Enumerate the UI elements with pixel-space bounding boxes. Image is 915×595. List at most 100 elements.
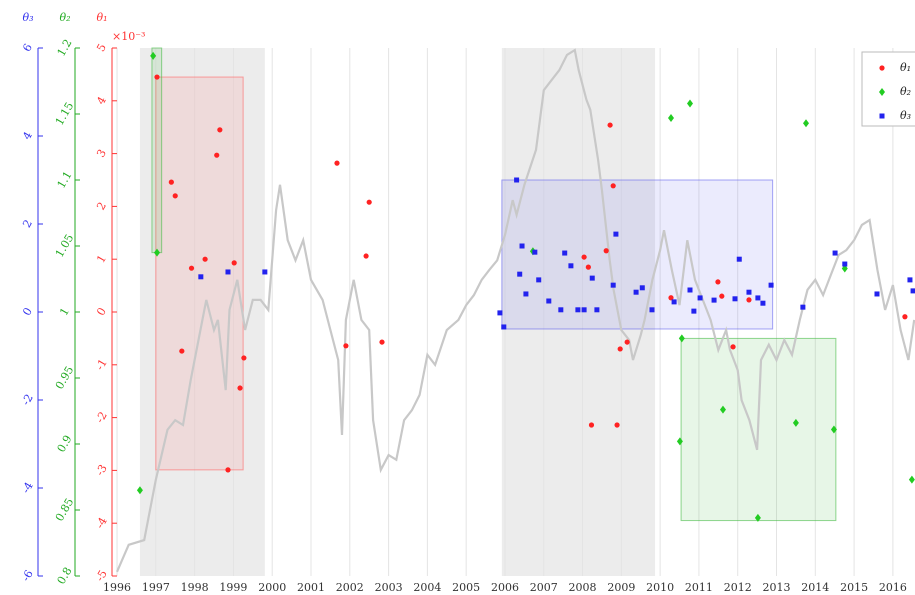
point bbox=[671, 299, 677, 305]
x-tick-label: 2005 bbox=[452, 581, 480, 594]
point bbox=[874, 291, 880, 297]
point bbox=[237, 385, 243, 391]
point bbox=[536, 277, 542, 283]
point bbox=[379, 339, 385, 345]
x-tick-label: 2016 bbox=[879, 581, 907, 594]
y-tick-label: 0.8 bbox=[55, 565, 75, 587]
point bbox=[842, 261, 848, 267]
y-tick-label: 0 bbox=[20, 305, 35, 318]
y-tick-label: 1.2 bbox=[55, 37, 75, 59]
point bbox=[517, 271, 523, 277]
point bbox=[198, 274, 204, 280]
point bbox=[760, 300, 766, 306]
point bbox=[363, 253, 369, 259]
point bbox=[792, 418, 799, 427]
y-tick-label: 1 bbox=[57, 305, 72, 318]
x-tick-label: 1996 bbox=[103, 581, 131, 594]
point bbox=[802, 119, 809, 128]
point bbox=[687, 287, 693, 293]
point bbox=[907, 277, 913, 283]
point bbox=[225, 269, 231, 275]
point bbox=[624, 339, 630, 345]
y-tick-label: -4 bbox=[93, 515, 110, 531]
x-tick-label: 1999 bbox=[219, 581, 247, 594]
point bbox=[202, 256, 208, 262]
point bbox=[711, 297, 717, 303]
point bbox=[581, 254, 587, 260]
point bbox=[343, 343, 349, 349]
point bbox=[610, 282, 616, 288]
y-tick-label: 0.85 bbox=[53, 496, 77, 524]
point bbox=[687, 99, 694, 108]
legend-label: θ₂ bbox=[900, 85, 911, 98]
legend-marker bbox=[879, 88, 885, 96]
point bbox=[678, 334, 685, 343]
point bbox=[902, 314, 908, 320]
point bbox=[334, 160, 340, 166]
point bbox=[172, 193, 178, 199]
point bbox=[697, 295, 703, 301]
legend-marker bbox=[879, 65, 885, 71]
point bbox=[667, 113, 674, 122]
point bbox=[575, 307, 581, 313]
point bbox=[532, 249, 538, 255]
background-line bbox=[115, 48, 915, 573]
point bbox=[639, 285, 645, 291]
x-tick-label: 2013 bbox=[763, 581, 791, 594]
y-tick-label: 5 bbox=[94, 41, 109, 54]
point bbox=[617, 346, 623, 352]
y-tick-label: 4 bbox=[94, 94, 109, 107]
point bbox=[732, 296, 738, 302]
point bbox=[719, 405, 726, 414]
legend-label: θ₁ bbox=[900, 61, 911, 74]
y-axis-title: θ₁ bbox=[96, 11, 107, 24]
point bbox=[614, 422, 620, 428]
point bbox=[589, 275, 595, 281]
x-tick-label: 2006 bbox=[491, 581, 519, 594]
x-tick-label: 2010 bbox=[646, 581, 674, 594]
y-axis-multiplier: ×10⁻³ bbox=[112, 30, 145, 43]
x-tick-label: 2014 bbox=[801, 581, 829, 594]
y-tick-label: -3 bbox=[93, 462, 110, 478]
point bbox=[768, 282, 774, 288]
point bbox=[581, 307, 587, 313]
point bbox=[754, 513, 761, 522]
y-tick-label: -2 bbox=[93, 409, 110, 425]
point bbox=[607, 122, 613, 128]
y-tick-label: 1.05 bbox=[53, 232, 77, 260]
point bbox=[523, 291, 529, 297]
x-tick-label: 2002 bbox=[336, 581, 364, 594]
point bbox=[217, 127, 223, 133]
y-tick-label: 1.15 bbox=[53, 100, 77, 128]
x-tick-label: 2012 bbox=[724, 581, 752, 594]
point bbox=[546, 298, 552, 304]
point bbox=[497, 310, 503, 316]
point bbox=[633, 289, 639, 295]
point bbox=[610, 183, 616, 189]
y-tick-label: 0 bbox=[94, 305, 109, 318]
legend-marker bbox=[879, 113, 885, 119]
point bbox=[730, 344, 736, 350]
y-axis-title: θ₃ bbox=[22, 11, 33, 24]
y-tick-label: 0.95 bbox=[53, 364, 77, 392]
point bbox=[910, 288, 915, 294]
point bbox=[676, 437, 683, 446]
legend-box bbox=[861, 51, 915, 127]
y-axis-title: θ₂ bbox=[59, 11, 70, 24]
y-tick-label: 2 bbox=[94, 200, 109, 213]
point bbox=[588, 422, 595, 428]
point bbox=[241, 355, 247, 361]
point bbox=[668, 295, 674, 301]
y-tick-label: 2 bbox=[20, 217, 35, 230]
x-tick-label: 2007 bbox=[530, 581, 558, 594]
x-tick-label: 1998 bbox=[181, 581, 209, 594]
point bbox=[168, 179, 174, 185]
point bbox=[514, 177, 520, 183]
point bbox=[691, 308, 697, 314]
y-tick-label: 0.9 bbox=[55, 433, 75, 455]
point bbox=[746, 289, 752, 295]
y-tick-label: -6 bbox=[19, 568, 36, 584]
point bbox=[179, 348, 185, 354]
point bbox=[585, 264, 591, 270]
